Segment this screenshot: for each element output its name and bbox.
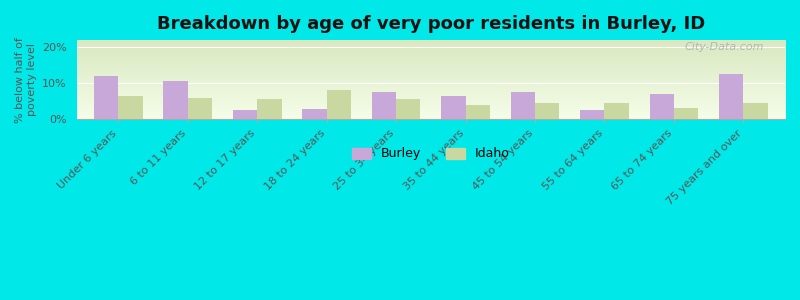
Bar [233, 110, 257, 119]
Bar [650, 94, 674, 119]
Y-axis label: % below half of
poverty level: % below half of poverty level [15, 37, 37, 123]
Bar [674, 108, 698, 119]
Bar [719, 74, 743, 119]
Bar [396, 99, 420, 119]
Bar [580, 110, 605, 119]
Bar [302, 109, 326, 119]
Bar [188, 98, 212, 119]
Bar [257, 99, 282, 119]
Bar [163, 81, 188, 119]
Legend: Burley, Idaho: Burley, Idaho [346, 141, 516, 167]
Bar [466, 105, 490, 119]
Bar [510, 92, 535, 119]
Bar [372, 92, 396, 119]
Bar [743, 103, 768, 119]
Bar [535, 103, 559, 119]
Bar [605, 103, 629, 119]
Text: City-Data.com: City-Data.com [684, 43, 764, 52]
Bar [118, 96, 142, 119]
Bar [326, 90, 351, 119]
Title: Breakdown by age of very poor residents in Burley, ID: Breakdown by age of very poor residents … [157, 15, 705, 33]
Bar [442, 96, 466, 119]
Bar [94, 76, 118, 119]
